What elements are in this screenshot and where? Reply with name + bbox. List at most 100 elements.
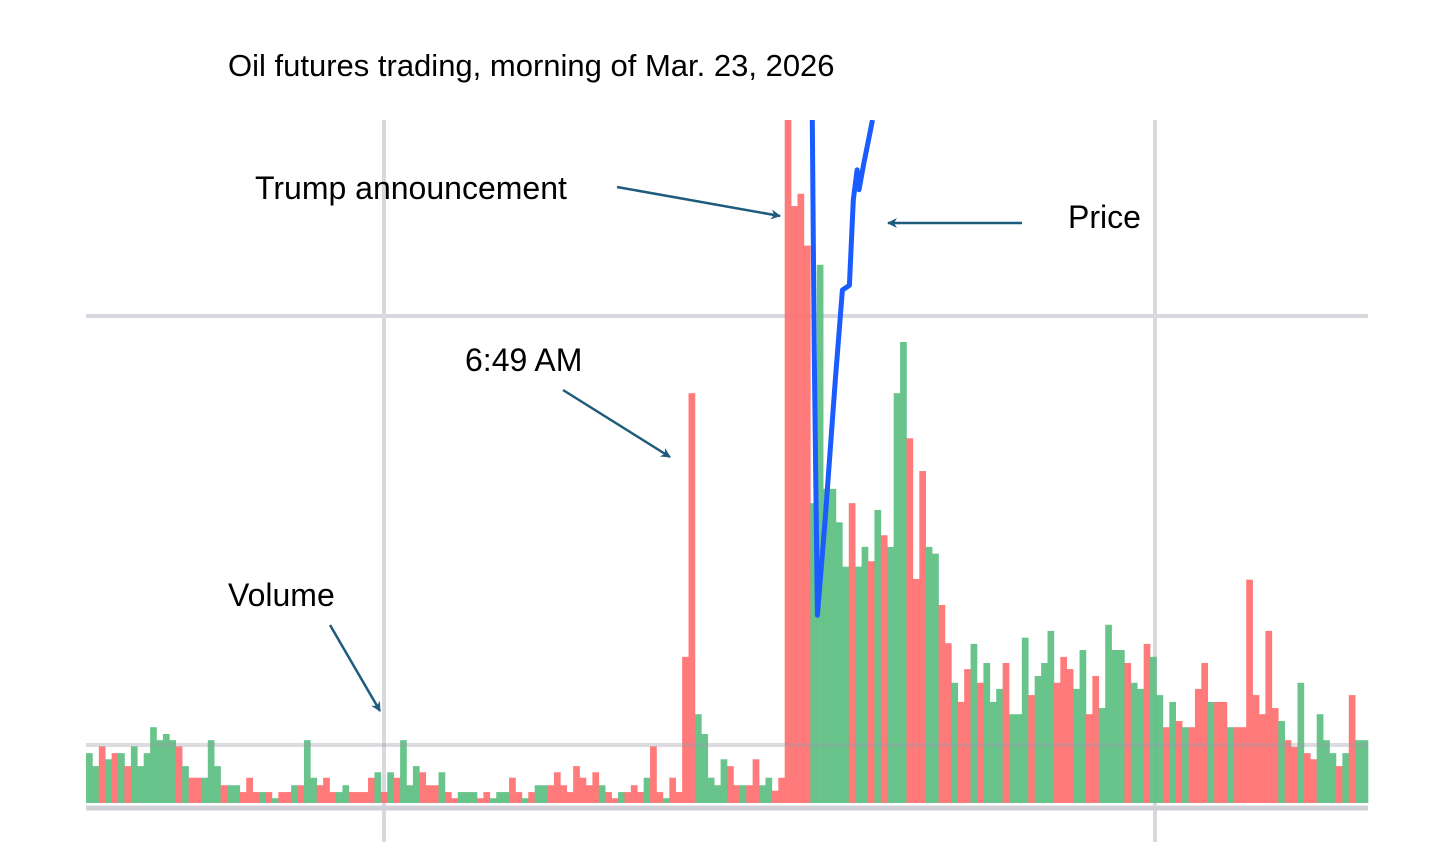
volume-bar-down bbox=[380, 792, 388, 803]
volume-bar-up bbox=[143, 753, 151, 803]
volume-bar-up bbox=[1137, 688, 1144, 803]
volume-bar-up bbox=[1278, 721, 1285, 803]
volume-bar-down bbox=[1303, 753, 1311, 803]
volume-bar-up bbox=[1105, 624, 1112, 803]
annotation-649am: 6:49 AM bbox=[465, 342, 582, 378]
volume-bar-up bbox=[502, 792, 510, 803]
volume-bar-up bbox=[457, 792, 465, 803]
annotation-trump-announcement: Trump announcement bbox=[255, 170, 567, 206]
volume-bar-up bbox=[1182, 727, 1189, 803]
volume-bar-up bbox=[823, 488, 830, 803]
volume-bar-up bbox=[150, 727, 157, 803]
volume-bar-down bbox=[1291, 746, 1298, 803]
volume-bar-down bbox=[912, 578, 920, 803]
annotation-price: Price bbox=[1068, 199, 1141, 235]
volume-bar-down bbox=[964, 669, 971, 803]
volume-bar-up bbox=[739, 785, 747, 803]
volume-bar-up bbox=[214, 766, 221, 803]
volume-bar-down bbox=[1201, 662, 1209, 803]
volume-bar-up bbox=[861, 546, 869, 804]
volume-bar-down bbox=[297, 785, 305, 803]
volume-bar-up bbox=[1342, 753, 1350, 803]
volume-bar-up bbox=[182, 766, 189, 803]
volume-bar-up bbox=[464, 792, 471, 803]
volume-bar-up bbox=[400, 740, 407, 803]
volume-bar-up bbox=[765, 777, 773, 803]
volume-bar-down bbox=[1239, 727, 1247, 803]
volume-bar-down bbox=[361, 792, 369, 803]
volume-bar-up bbox=[541, 785, 548, 803]
volume-bar-up bbox=[271, 798, 279, 803]
volume-bar-down bbox=[880, 535, 888, 803]
volume-bar-down bbox=[239, 792, 247, 803]
price-line bbox=[809, 120, 875, 618]
volume-bar-down bbox=[1220, 701, 1228, 803]
volume-bar-down bbox=[848, 503, 856, 803]
volume-bar-up bbox=[1169, 701, 1176, 803]
volume-bar-down bbox=[451, 798, 459, 803]
volume-bar-up bbox=[86, 753, 93, 803]
volume-bar-up bbox=[521, 798, 529, 803]
volume-bar-down bbox=[393, 777, 401, 803]
volume-bar-up bbox=[887, 546, 894, 804]
volume-bars bbox=[86, 120, 1369, 804]
volume-bar-up bbox=[996, 688, 1003, 803]
volume-bar-down bbox=[1085, 714, 1093, 803]
volume-bar-down bbox=[316, 785, 324, 803]
volume-bar-down bbox=[432, 785, 439, 803]
volume-bar-up bbox=[227, 785, 234, 803]
volume-bar-down bbox=[624, 792, 632, 803]
volume-bar-up bbox=[169, 740, 177, 803]
volume-bar-down bbox=[573, 766, 580, 803]
volume-bar-down bbox=[124, 766, 132, 803]
volume-bar-up bbox=[207, 740, 215, 803]
volume-bar-down bbox=[1214, 701, 1221, 803]
volume-bar-down bbox=[252, 792, 260, 803]
volume-bar-down bbox=[746, 785, 753, 803]
volume-bar-up bbox=[489, 798, 497, 803]
volume-bar-down bbox=[1284, 740, 1292, 803]
volume-bar-down bbox=[1092, 675, 1100, 803]
volume-bar-up bbox=[406, 785, 414, 803]
volume-bar-up bbox=[156, 740, 164, 803]
volume-bar-up bbox=[1207, 701, 1215, 803]
volume-bar-down bbox=[1246, 579, 1253, 803]
volume-bar-down bbox=[791, 206, 798, 803]
volume-bar-up bbox=[162, 734, 170, 803]
volume-bar-down bbox=[1188, 727, 1196, 803]
volume-bar-down bbox=[611, 798, 619, 803]
volume-bar-down bbox=[175, 746, 183, 803]
volume-bar-up bbox=[335, 792, 343, 803]
volume-bar-up bbox=[1323, 740, 1330, 803]
volume-bar-down bbox=[637, 792, 644, 803]
volume-bar-down bbox=[727, 766, 734, 803]
volume-bar-up bbox=[1079, 650, 1087, 803]
volume-bar-down bbox=[323, 777, 330, 803]
volume-bar-down bbox=[944, 643, 952, 803]
volume-bar-down bbox=[752, 759, 760, 803]
volume-bar-down bbox=[1252, 695, 1260, 803]
volume-bar-up bbox=[701, 734, 709, 803]
volume-bar-down bbox=[477, 798, 484, 803]
volume-bar-up bbox=[662, 798, 670, 803]
volume-bar-down bbox=[592, 772, 600, 803]
volume-bar-down bbox=[188, 777, 196, 803]
volume-bar-down bbox=[1259, 714, 1266, 803]
volume-bar-down bbox=[1002, 662, 1010, 803]
volume-bar-down bbox=[1028, 695, 1035, 803]
volume-bar-up bbox=[842, 566, 850, 803]
volume-bar-down bbox=[553, 772, 561, 803]
volume-bar-up bbox=[951, 682, 959, 803]
volume-bar-up bbox=[310, 777, 318, 803]
volume-bar-up bbox=[201, 777, 209, 803]
volume-bar-up bbox=[694, 714, 702, 803]
volume-bar-up bbox=[1156, 695, 1164, 803]
volume-bar-up bbox=[412, 766, 420, 803]
volume-bar-down bbox=[483, 792, 491, 803]
volume-bar-down bbox=[220, 785, 228, 803]
volume-bar-down bbox=[509, 777, 516, 803]
volume-bar-up bbox=[1009, 714, 1016, 803]
volume-bar-up bbox=[1111, 650, 1119, 803]
volume-bar-down bbox=[797, 193, 805, 803]
volume-bar-up bbox=[470, 792, 478, 803]
